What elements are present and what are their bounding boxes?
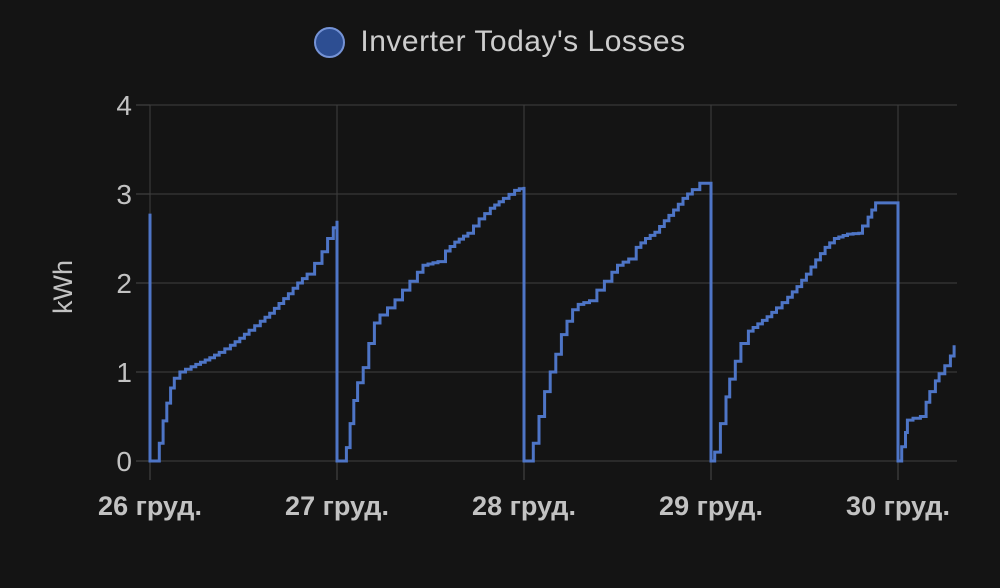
series-legend-dot-icon[interactable] [314,26,346,58]
x-tick-label: 30 груд. [846,491,950,521]
x-tick-label: 28 груд. [472,491,576,521]
x-tick-label: 29 груд. [659,491,763,521]
y-tick-label: 1 [116,357,132,388]
loss-series-line[interactable] [148,181,956,463]
x-tick-label: 26 груд. [98,491,202,521]
y-tick-label: 2 [116,268,132,299]
y-tick-label: 3 [116,179,132,210]
x-tick-label: 27 груд. [285,491,389,521]
chart-title: Inverter Today's Losses [360,25,686,58]
chart-legend[interactable]: Inverter Today's Losses [0,21,1000,63]
y-tick-label: 4 [116,90,132,121]
y-tick-label: 0 [116,446,132,477]
